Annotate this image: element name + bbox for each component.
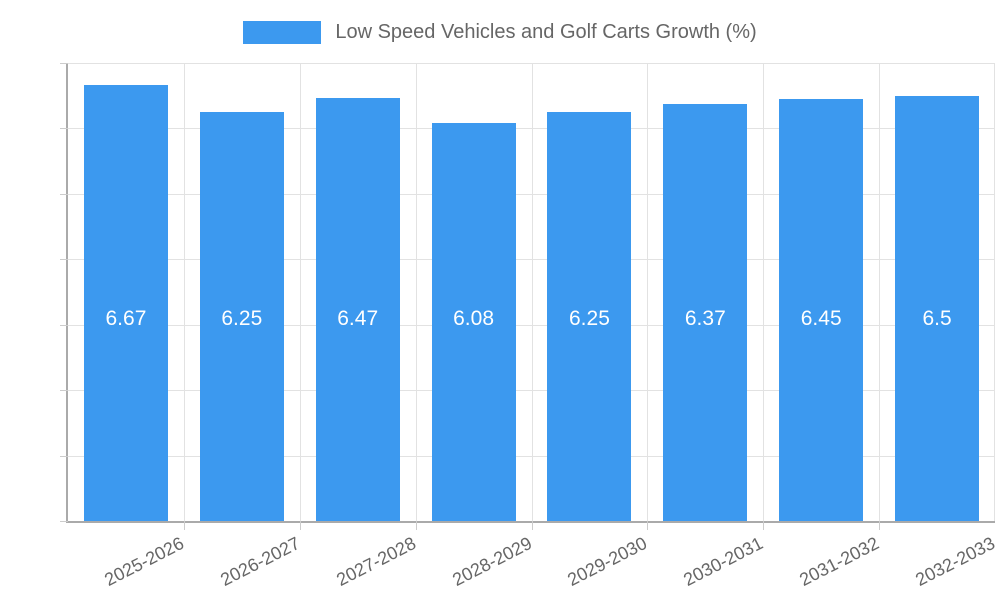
bar-value-label: 6.25: [569, 307, 610, 330]
bar[interactable]: [663, 104, 748, 521]
bar[interactable]: [547, 112, 632, 521]
bar-value-label: 6.25: [221, 307, 263, 330]
y-axis-tick-mark: [60, 521, 68, 522]
y-axis-tick-mark: [60, 259, 68, 261]
chart-plot-area: 01234567 6.676.256.476.086.256.376.456.5…: [60, 63, 998, 590]
x-axis-tick-label: 2028-2029: [448, 533, 535, 590]
y-axis-tick-mark: [60, 193, 68, 195]
x-axis-tick-label: 2030-2031: [680, 533, 767, 590]
gridline-vertical: [763, 63, 765, 521]
bar-value-label: 6.08: [453, 307, 494, 330]
y-axis-tick-mark: [60, 455, 68, 457]
x-axis-tick-label: 2025-2026: [101, 533, 188, 590]
x-axis-tick-label: 2029-2030: [564, 533, 651, 590]
gridline-vertical: [647, 63, 649, 521]
gridline-vertical: [879, 63, 881, 521]
bar[interactable]: [199, 112, 284, 521]
chart-legend: Low Speed Vehicles and Golf Carts Growth…: [0, 14, 1000, 50]
bar-slot: 6.37: [647, 63, 763, 521]
bar-slot: 6.25: [184, 63, 300, 521]
bar-slot: 6.5: [879, 63, 995, 521]
bar-slot: 6.47: [300, 63, 416, 521]
x-axis-tick-mark: [415, 521, 417, 530]
y-axis-tick-mark: [60, 390, 68, 392]
x-axis-tick-label: 2032-2033: [912, 533, 999, 590]
y-axis-tick-mark: [60, 324, 68, 326]
bar-slot: 6.67: [68, 63, 184, 521]
bar-value-label: 6.67: [105, 307, 147, 330]
bar[interactable]: [315, 97, 400, 521]
legend-label: Low Speed Vehicles and Golf Carts Growth…: [335, 21, 757, 43]
y-axis-tick-mark: [60, 128, 68, 130]
y-axis-tick-mark: [60, 63, 68, 64]
x-axis-tick-mark: [763, 521, 765, 530]
x-axis-tick-mark: [647, 521, 649, 530]
bar-slot: 6.45: [763, 63, 879, 521]
legend-color-swatch: [243, 20, 322, 44]
x-axis-tick-mark: [299, 521, 301, 530]
bar[interactable]: [431, 123, 516, 521]
bar-value-label: 6.5: [922, 307, 952, 330]
bar[interactable]: [83, 84, 168, 521]
bar-slot: 6.08: [416, 63, 532, 521]
bar-value-label: 6.47: [337, 307, 379, 330]
x-axis-tick-label: 2031-2032: [796, 533, 883, 590]
bar[interactable]: [779, 99, 864, 521]
bar-value-label: 6.37: [684, 307, 726, 330]
gridline-vertical: [299, 63, 301, 521]
bar-slot: 6.25: [532, 63, 648, 521]
x-axis-tick-mark: [183, 521, 185, 530]
bar-value-label: 6.45: [800, 307, 842, 330]
gridline-vertical: [415, 63, 417, 521]
gridline-vertical: [531, 63, 533, 521]
x-axis-tick-label: 2027-2028: [332, 533, 419, 590]
x-axis-tick-mark: [879, 521, 881, 530]
x-axis-tick-label: 2026-2027: [217, 533, 303, 590]
x-axis-tick-mark: [531, 521, 533, 530]
plot-right-border: [994, 63, 995, 521]
gridline-vertical: [183, 63, 185, 521]
bar[interactable]: [895, 95, 980, 521]
